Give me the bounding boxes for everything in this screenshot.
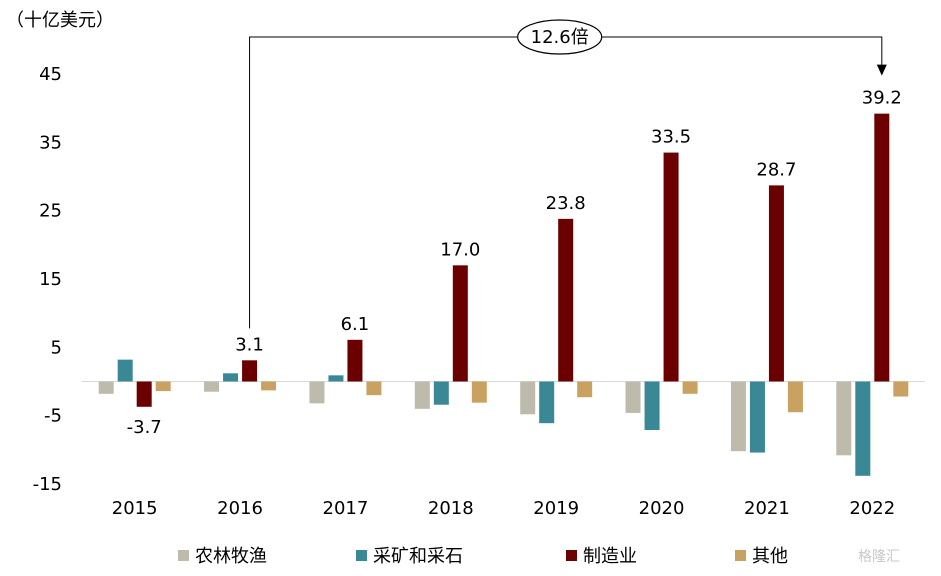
watermark-logo: 格隆汇: [858, 549, 900, 565]
y-tick-label: -5: [44, 406, 62, 427]
bar-农林牧渔-2017: [309, 381, 325, 404]
data-label: 3.1: [235, 334, 264, 355]
y-tick-label: 45: [39, 64, 62, 85]
legend-item-agriculture: 农林牧渔: [178, 542, 267, 568]
bar-采矿和采石-2015: [117, 359, 133, 382]
y-tick-label: 15: [39, 269, 62, 290]
bar-农林牧渔-2015: [98, 381, 114, 394]
bar-采矿和采石-2020: [644, 381, 660, 431]
data-label: -3.7: [127, 417, 162, 438]
legend-swatch-other: [735, 549, 746, 561]
bar-制造业-2015: [136, 381, 152, 407]
bar-其他-2022: [893, 381, 909, 397]
bar-其他-2018: [471, 381, 487, 403]
bar-农林牧渔-2022: [836, 381, 852, 456]
bar-采矿和采石-2016: [223, 373, 239, 382]
bar-其他-2016: [261, 381, 277, 391]
legend-item-mining: 采矿和采石: [356, 542, 463, 568]
legend-swatch-agriculture: [178, 549, 189, 561]
legend-item-other: 其他: [735, 542, 788, 568]
data-label: 6.1: [341, 314, 370, 335]
bar-制造业-2016: [242, 360, 258, 382]
bar-采矿和采石-2021: [749, 381, 765, 453]
data-label: 28.7: [756, 159, 796, 180]
bar-其他-2019: [577, 381, 593, 398]
x-tick-label: 2019: [533, 498, 579, 519]
x-tick-label: 2015: [112, 498, 158, 519]
bar-采矿和采石-2018: [433, 381, 449, 405]
annotation-label: 12.6倍: [531, 27, 589, 48]
legend-label-mining: 采矿和采石: [373, 546, 463, 567]
legend-item-manufacturing: 制造业: [566, 542, 637, 568]
legend-label-manufacturing: 制造业: [583, 546, 637, 567]
bar-农林牧渔-2018: [414, 381, 430, 409]
x-tick-label: 2020: [639, 498, 685, 519]
bar-采矿和采石-2017: [328, 375, 344, 382]
bar-农林牧渔-2019: [520, 381, 536, 415]
bar-农林牧渔-2016: [204, 381, 220, 392]
y-tick-label: 25: [39, 201, 62, 222]
x-tick-label: 2016: [217, 498, 263, 519]
legend-label-agriculture: 农林牧渔: [195, 546, 267, 567]
y-tick-label: -15: [33, 474, 62, 495]
x-tick-label: 2021: [744, 498, 790, 519]
y-axis-unit-label: （十亿美元）: [6, 10, 114, 31]
bar-制造业-2020: [663, 152, 679, 382]
bar-其他-2020: [682, 381, 698, 394]
bar-农林牧渔-2021: [730, 381, 746, 452]
bar-其他-2017: [366, 381, 382, 396]
bar-制造业-2019: [558, 218, 574, 382]
bar-其他-2021: [787, 381, 803, 413]
data-label: 23.8: [546, 193, 586, 214]
bar-农林牧渔-2020: [625, 381, 641, 413]
chart-legend: 农林牧渔 采矿和采石 制造业 其他: [0, 542, 941, 572]
bar-制造业-2022: [874, 113, 890, 382]
bar-制造业-2021: [768, 185, 784, 382]
x-tick-label: 2022: [849, 498, 895, 519]
data-label: 39.2: [862, 88, 902, 109]
bar-采矿和采石-2019: [539, 381, 555, 424]
data-label: 17.0: [440, 239, 480, 260]
bar-其他-2015: [155, 381, 171, 392]
x-tick-label: 2018: [428, 498, 474, 519]
annotation-ellipse: [517, 19, 603, 55]
y-tick-label: 5: [51, 337, 62, 358]
annotation-arrowhead: [876, 64, 887, 76]
data-label: 33.5: [651, 127, 691, 148]
legend-label-other: 其他: [752, 546, 788, 567]
x-tick-label: 2017: [323, 498, 369, 519]
legend-swatch-manufacturing: [566, 549, 577, 561]
legend-swatch-mining: [356, 549, 367, 561]
bar-制造业-2017: [347, 339, 363, 382]
bar-制造业-2018: [452, 265, 468, 382]
y-tick-label: 35: [39, 132, 62, 153]
bar-采矿和采石-2022: [855, 381, 871, 476]
